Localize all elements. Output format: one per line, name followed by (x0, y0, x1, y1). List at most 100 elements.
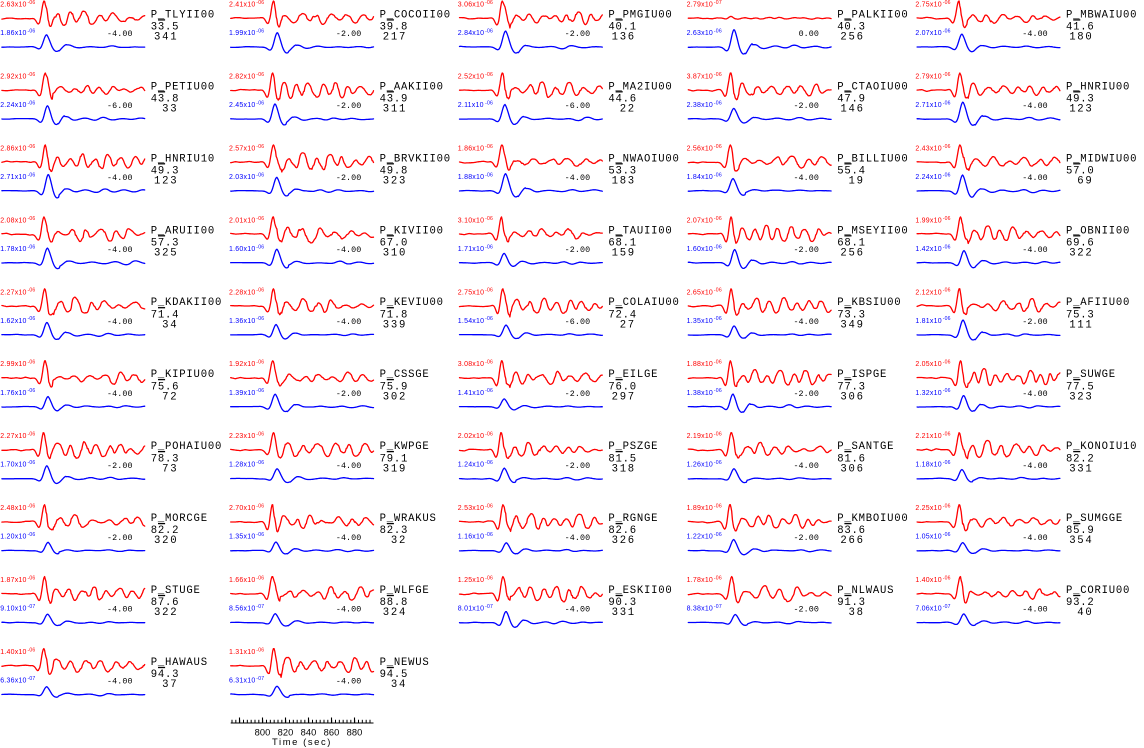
svg-text:-4.00: -4.00 (793, 173, 819, 183)
svg-text:-2.00: -2.00 (336, 29, 362, 39)
svg-text:2.53x10: 2.53x10 (458, 505, 484, 512)
svg-text:-06: -06 (28, 144, 36, 150)
svg-text:2.41x10: 2.41x10 (229, 2, 255, 9)
svg-text:-06: -06 (256, 72, 264, 78)
svg-text:-06: -06 (485, 28, 493, 34)
svg-text:1.60x10: 1.60x10 (229, 246, 255, 253)
svg-text:326: 326 (612, 535, 636, 547)
svg-text:-06: -06 (256, 648, 264, 654)
svg-text:P_MSEYII00: P_MSEYII00 (837, 225, 908, 237)
svg-text:324: 324 (383, 607, 407, 619)
svg-text:-06: -06 (256, 504, 264, 510)
svg-text:P_WRAKUS: P_WRAKUS (380, 513, 437, 525)
svg-text:P_KMBOIU00: P_KMBOIU00 (837, 513, 908, 525)
svg-text:77.5: 77.5 (1066, 381, 1095, 393)
svg-text:-06: -06 (943, 576, 951, 582)
svg-text:-06: -06 (28, 460, 36, 466)
svg-text:-06: -06 (943, 432, 951, 438)
svg-text:-06: -06 (256, 172, 264, 178)
svg-text:-06: -06 (943, 388, 951, 394)
svg-text:1.70x10: 1.70x10 (0, 462, 26, 469)
svg-text:1.66x10: 1.66x10 (229, 577, 255, 584)
svg-text:-6.00: -6.00 (565, 101, 591, 111)
svg-text:180: 180 (1069, 32, 1093, 44)
svg-text:P_RGNGE: P_RGNGE (608, 513, 658, 525)
svg-text:323: 323 (1069, 391, 1093, 403)
svg-text:-4.00: -4.00 (1022, 389, 1048, 399)
svg-text:1.99x10: 1.99x10 (915, 217, 941, 224)
svg-text:-06: -06 (485, 72, 493, 78)
svg-text:-06: -06 (714, 216, 722, 222)
svg-text:73: 73 (162, 463, 178, 475)
svg-text:-06: -06 (714, 28, 722, 34)
svg-text:-4.00: -4.00 (1022, 101, 1048, 111)
svg-text:P_MORCGE: P_MORCGE (151, 513, 208, 525)
svg-text:-2.00: -2.00 (565, 389, 591, 399)
svg-text:1.89x10: 1.89x10 (687, 505, 713, 512)
svg-text:6.31x10: 6.31x10 (229, 678, 255, 685)
svg-text:79.1: 79.1 (380, 453, 409, 465)
svg-text:-06: -06 (485, 100, 493, 106)
svg-text:322: 322 (1069, 248, 1093, 260)
svg-text:2.24x10: 2.24x10 (915, 174, 941, 181)
svg-text:71.4: 71.4 (151, 309, 180, 321)
svg-text:-2.00: -2.00 (336, 389, 362, 399)
svg-text:1.39x10: 1.39x10 (229, 390, 255, 397)
svg-text:-6.00: -6.00 (565, 317, 591, 327)
svg-text:-2.00: -2.00 (793, 605, 819, 615)
svg-text:-07: -07 (28, 604, 36, 610)
svg-text:1.78x10: 1.78x10 (0, 246, 26, 253)
svg-text:53.3: 53.3 (608, 166, 637, 178)
svg-text:-06: -06 (485, 216, 493, 222)
svg-text:1.99x10: 1.99x10 (229, 30, 255, 37)
svg-text:P_CTAOIU00: P_CTAOIU00 (837, 81, 908, 93)
svg-text:318: 318 (612, 463, 636, 475)
svg-text:-4.00: -4.00 (565, 605, 591, 615)
svg-text:2.84x10: 2.84x10 (458, 30, 484, 37)
svg-text:111: 111 (1069, 319, 1093, 331)
svg-text:2.02x10: 2.02x10 (458, 433, 484, 440)
svg-text:-4.00: -4.00 (107, 173, 133, 183)
svg-text:2.63x10: 2.63x10 (0, 2, 26, 9)
svg-text:1.62x10: 1.62x10 (0, 318, 26, 325)
svg-text:2.01x10: 2.01x10 (229, 217, 255, 224)
svg-text:-2.00: -2.00 (793, 389, 819, 399)
svg-text:-06: -06 (943, 0, 951, 6)
svg-text:82.3: 82.3 (380, 525, 409, 537)
svg-text:P_WLFGE: P_WLFGE (380, 585, 430, 597)
svg-text:2.48x10: 2.48x10 (0, 505, 26, 512)
svg-text:-4.00: -4.00 (793, 461, 819, 471)
svg-text:-06: -06 (256, 28, 264, 34)
svg-text:2.07x10: 2.07x10 (915, 30, 941, 37)
svg-text:-06: -06 (256, 460, 264, 466)
svg-text:P_BRVKII00: P_BRVKII00 (380, 153, 451, 165)
svg-text:-4.00: -4.00 (336, 245, 362, 255)
svg-text:-07: -07 (256, 604, 264, 610)
svg-text:-4.00: -4.00 (565, 173, 591, 183)
svg-text:-06: -06 (28, 0, 36, 6)
svg-text:2.25x10: 2.25x10 (915, 505, 941, 512)
svg-text:322: 322 (154, 607, 178, 619)
svg-text:P_PMGIU00: P_PMGIU00 (608, 9, 672, 21)
svg-text:77.3: 77.3 (837, 381, 866, 393)
svg-text:-06: -06 (256, 576, 264, 582)
svg-text:-07: -07 (28, 676, 36, 682)
svg-text:2.86x10: 2.86x10 (0, 145, 26, 152)
svg-text:1.05x10: 1.05x10 (915, 534, 941, 541)
svg-text:136: 136 (612, 32, 636, 44)
svg-text:49.3: 49.3 (151, 166, 180, 178)
svg-text:55.4: 55.4 (837, 166, 866, 178)
svg-text:3.10x10: 3.10x10 (458, 217, 484, 224)
svg-text:P_SUWGE: P_SUWGE (1066, 369, 1116, 381)
svg-text:1.71x10: 1.71x10 (458, 246, 484, 253)
svg-text:-4.00: -4.00 (336, 677, 362, 687)
svg-text:-06: -06 (28, 576, 36, 582)
svg-text:-06: -06 (28, 216, 36, 222)
svg-text:P_STUGE: P_STUGE (151, 585, 201, 597)
svg-text:1.88x10: 1.88x10 (687, 361, 713, 368)
svg-text:-06: -06 (714, 72, 722, 78)
svg-text:34: 34 (391, 679, 407, 691)
svg-text:69: 69 (1077, 176, 1093, 188)
svg-text:82.2: 82.2 (1066, 453, 1095, 465)
svg-text:-06: -06 (485, 388, 493, 394)
